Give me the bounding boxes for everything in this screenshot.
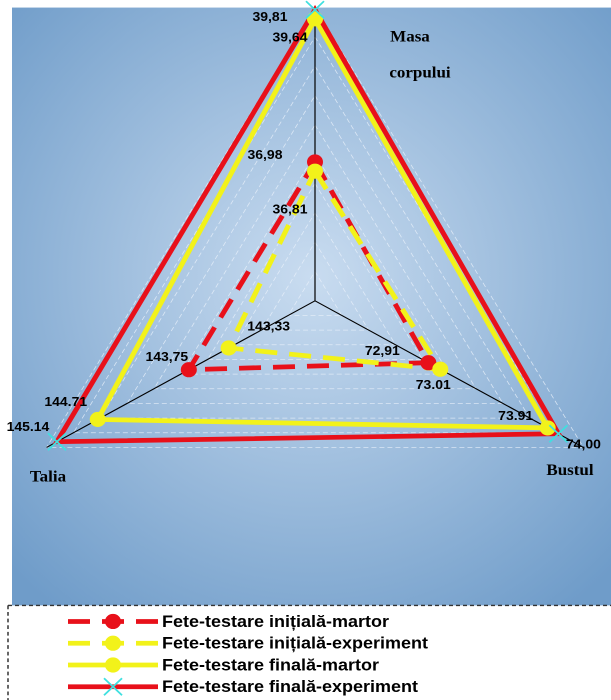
- grid-ring: [180, 153, 450, 375]
- axis-label: Bustul: [546, 460, 594, 478]
- grid-ring: [126, 94, 504, 404]
- marker: [180, 362, 197, 378]
- legend-marker: [105, 657, 121, 673]
- marker: [47, 432, 67, 451]
- axis-label: Masa corpului: [389, 27, 451, 81]
- data-label: 143,33: [247, 319, 290, 334]
- legend-label: Fete-testare finală-experiment: [162, 677, 418, 696]
- data-label: 36,98: [248, 147, 283, 162]
- data-label: 144.71: [44, 394, 87, 409]
- marker: [220, 340, 237, 356]
- legend-marker: [105, 613, 121, 630]
- series-line: [52, 4, 563, 445]
- marker: [539, 420, 556, 436]
- marker: [89, 411, 106, 428]
- data-label: 143,75: [145, 349, 188, 364]
- grid-ring: [287, 270, 343, 316]
- legend-label: Fete-testare finală-martor: [162, 655, 379, 674]
- data-label: 74,00: [566, 437, 601, 452]
- data-label: 39,64: [273, 30, 308, 45]
- grid-ring: [153, 124, 477, 390]
- data-label: 73.91: [498, 408, 533, 423]
- legend-border: [7, 604, 611, 700]
- grid-ring: [206, 182, 424, 360]
- marker: [307, 11, 323, 27]
- marker: [305, 0, 325, 19]
- data-label: 145.14: [7, 419, 50, 434]
- legend-label: Fete-testare inițială-experiment: [162, 633, 428, 652]
- data-label: 39,81: [253, 9, 288, 24]
- legend-label: Fete-testare inițială-martor: [162, 611, 389, 630]
- data-label: 72,91: [365, 343, 400, 358]
- legend-marker: [105, 635, 121, 651]
- legend: Fete-testare inițială-martor Fete-testare…: [68, 611, 428, 696]
- data-label: 36,81: [273, 202, 308, 217]
- radar: Masa corpului Bustul Talia 36,98 72,91 143,75 3…: [7, 0, 601, 485]
- spoke: [314, 300, 584, 448]
- plot-area: [12, 7, 611, 606]
- grid-ring: [260, 241, 370, 331]
- series-line: [224, 166, 446, 373]
- marker: [432, 361, 449, 377]
- marker: [307, 163, 323, 179]
- grid-ring: [45, 6, 585, 448]
- data-label: 73.01: [416, 377, 451, 392]
- grid-ring: [99, 65, 531, 419]
- marker: [420, 355, 437, 371]
- legend-marker: [103, 677, 123, 696]
- marker: [548, 424, 569, 443]
- series-line: [93, 13, 552, 431]
- grid-ring: [233, 212, 397, 346]
- axis-label: Talia: [30, 467, 67, 485]
